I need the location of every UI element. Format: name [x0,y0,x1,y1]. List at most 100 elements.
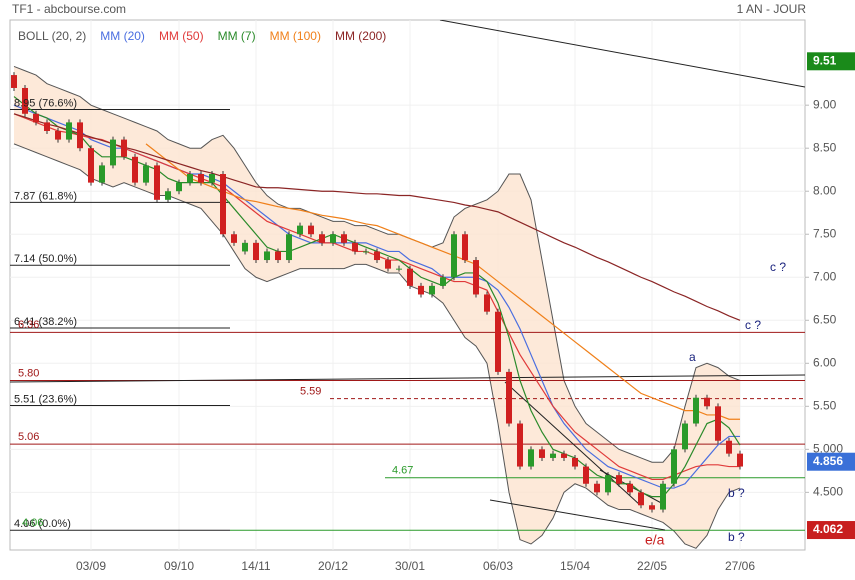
fib-label: 4.06 (0.0%) [14,518,71,530]
candle [253,242,259,261]
price-tag [807,521,855,540]
candle [275,251,281,261]
candle [396,268,402,270]
candle [418,285,424,295]
x-tick-label: 14/11 [241,559,270,573]
candle [352,242,358,252]
legend-entry: MM (50) [159,29,204,43]
y-tick-label: 4.500 [813,485,843,499]
candle [462,234,468,261]
candle [242,242,248,252]
candle [319,234,325,243]
candle [110,139,116,166]
candle [77,122,83,149]
price-tag [807,52,855,71]
annotation: e/a [645,532,665,548]
x-tick-label: 15/04 [560,559,590,573]
candle [88,148,94,183]
candle [715,406,721,441]
period: 1 AN - JOUR [737,2,807,16]
y-tick-label: 8.50 [813,140,837,154]
y-tick-label: 5.000 [813,442,843,456]
annotation: c ? [745,318,761,332]
price-tag-label: 4.856 [813,454,843,468]
x-tick-label: 09/10 [164,559,194,573]
resistance-label: 5.59 [300,385,321,397]
moving-average [13,113,741,321]
candle [121,139,127,157]
candle [165,191,171,200]
fib-label: 8.95 (76.6%) [14,97,77,109]
candle [11,75,17,88]
x-tick-label: 06/03 [483,559,513,573]
candle [638,492,644,506]
y-tick-label: 9.00 [813,97,837,111]
candle [693,397,699,424]
support-label: 4.06 [22,517,43,529]
resistance-label: 6.36 [18,319,39,331]
x-tick-label: 22/05 [637,559,667,573]
candle [616,475,622,484]
fib-label: 7.87 (61.8%) [14,190,77,202]
candle [209,174,215,183]
legend-entry: BOLL (20, 2) [18,29,86,43]
candle [187,174,193,183]
candle [385,260,391,269]
legend-entry: MM (100) [270,29,321,43]
resistance-label: 5.06 [18,431,39,443]
annotation: a [689,350,696,364]
candle [363,251,369,253]
candle [220,174,226,235]
price-tag [807,452,855,471]
x-tick-label: 03/09 [76,559,106,573]
candle [286,234,292,261]
candle [583,466,589,484]
x-tick-label: 30/01 [395,559,425,573]
candle [605,475,611,493]
moving-average [145,143,740,420]
legend-entry: MM (7) [218,29,256,43]
candle [308,225,314,235]
plot-frame [9,19,806,551]
candle [66,122,72,140]
trend-line [439,20,805,88]
trend-line [10,374,805,383]
candle [506,371,512,424]
annotation: b ? [728,486,745,500]
bollinger-upper [13,65,741,463]
candle [374,251,380,261]
candle [440,277,446,286]
candle [704,397,710,407]
candle [176,182,182,192]
candle [649,505,655,510]
candle [737,453,743,467]
candle [132,156,138,183]
y-tick-label: 6.00 [813,355,837,369]
bollinger-lower [13,143,741,549]
candle [561,453,567,458]
bollinger-area [14,66,740,549]
y-tick-label: 7.00 [813,269,837,283]
candle [198,174,204,183]
fib-label: 5.51 (23.6%) [14,393,77,405]
annotation: c ? [770,260,786,274]
candle [341,234,347,243]
fib-label: 7.14 (50.0%) [14,253,77,265]
resistance-label: 5.80 [18,367,39,379]
candle [682,423,688,450]
plot-layer [10,20,805,550]
candle [297,225,303,235]
candle [264,251,270,261]
candle [726,440,732,454]
candle [22,87,28,114]
y-tick-label: 7.50 [813,226,837,240]
support-label: 4.67 [392,465,413,477]
y-tick-label: 8.00 [813,183,837,197]
candle [99,165,105,183]
candle [671,449,677,484]
candle [55,130,61,140]
x-tick-label: 27/06 [725,559,755,573]
y-tick-label: 6.50 [813,312,837,326]
y-tick-label: 5.50 [813,398,837,412]
candle [231,234,237,243]
